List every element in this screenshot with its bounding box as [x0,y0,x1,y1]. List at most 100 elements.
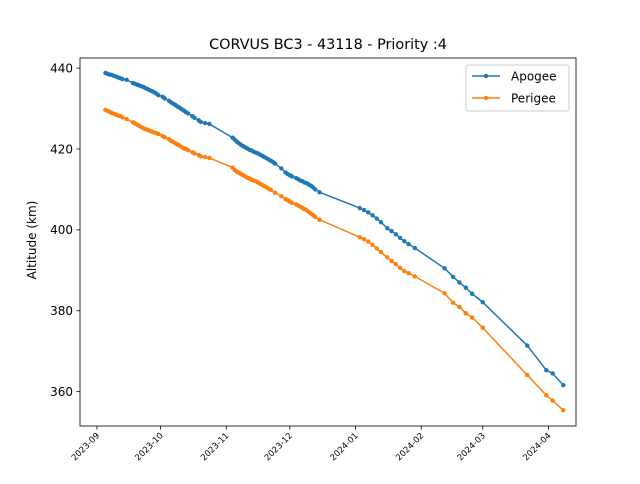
data-point [370,213,375,218]
data-point [378,249,384,255]
data-point [378,219,384,225]
data-point [124,77,129,83]
y-tick-label: 380 [50,304,73,318]
data-point [207,155,212,161]
data-point [366,239,371,244]
plot-area [103,70,566,413]
data-point [198,154,204,159]
data-point [393,232,399,237]
x-tick-label: 2024-03 [456,431,488,463]
data-point [402,238,407,244]
data-point [385,255,390,260]
data-point [469,291,475,296]
series-line-0 [105,72,564,386]
x-tick-label: 2023-11 [199,431,231,463]
x-tick-label: 2024-04 [521,431,553,463]
data-point [124,116,129,122]
data-point [317,190,322,195]
data-point [272,190,278,195]
data-point [289,174,295,179]
data-point [561,408,566,413]
data-point [361,207,367,213]
data-point [544,367,549,373]
data-point [357,205,362,211]
data-point [357,234,362,240]
data-point [412,274,418,279]
data-point [207,121,212,127]
data-point [279,194,284,199]
data-point [469,315,475,320]
data-point [442,291,447,296]
legend-label-1: Perigee [511,92,556,106]
y-tick-label: 360 [50,385,73,399]
data-point [202,154,208,160]
data-point [313,214,318,220]
data-point [406,270,411,276]
data-point [544,393,549,398]
axes-frame [79,57,577,427]
data-point [525,343,530,348]
data-point [192,115,197,121]
data-point [289,200,295,205]
data-point [185,111,191,116]
data-point [406,241,411,247]
data-point [185,148,191,153]
data-point [397,265,403,271]
data-point [393,262,399,267]
data-point [202,120,208,126]
data-point [561,382,566,388]
x-tick-label: 2024-02 [394,431,426,463]
legend-marker-0 [483,73,489,79]
data-point [397,235,403,241]
x-tick-label: 2023-10 [133,431,165,463]
data-point [442,266,447,271]
x-tick-label: 2023-12 [263,431,295,463]
y-tick-label: 400 [50,223,73,237]
x-tick-label: 2023-09 [70,431,102,463]
data-point [272,161,278,166]
y-tick-label: 440 [50,61,73,75]
legend-marker-1 [483,95,489,101]
data-point [480,300,485,305]
data-point [525,372,530,378]
data-point [120,76,125,82]
data-point [550,398,555,403]
data-point [550,371,555,376]
y-axis-label: Altitude (km) [25,201,39,280]
data-point [480,325,485,330]
data-point [385,226,390,231]
data-point [162,135,167,140]
data-point [457,280,462,285]
legend-label-0: Apogee [511,70,557,84]
data-point [313,187,318,192]
series-line-1 [105,109,564,411]
data-point [374,246,379,251]
data-point [412,245,418,251]
data-point [156,131,161,137]
axes: 360 380 400 420 440 2023-09 2023-10 2023-11 2023… [50,57,577,463]
data-point [361,236,367,242]
y-tick-label: 420 [50,142,73,156]
data-point [317,217,322,222]
data-point [366,210,371,215]
data-point [268,187,273,193]
data-point [457,304,462,310]
x-tick-label: 2024-01 [328,431,360,463]
data-point [156,93,161,98]
data-point [374,216,379,221]
data-point [450,300,456,305]
data-point [463,285,468,290]
data-point [389,258,394,264]
data-point [120,115,125,120]
data-point [370,242,375,248]
data-point [402,268,407,274]
data-point [463,310,468,316]
data-point [198,119,204,125]
data-point [389,228,394,234]
legend: Apogee Perigee [465,64,570,112]
data-point [162,96,167,101]
data-point [279,166,284,171]
data-point [450,274,456,279]
